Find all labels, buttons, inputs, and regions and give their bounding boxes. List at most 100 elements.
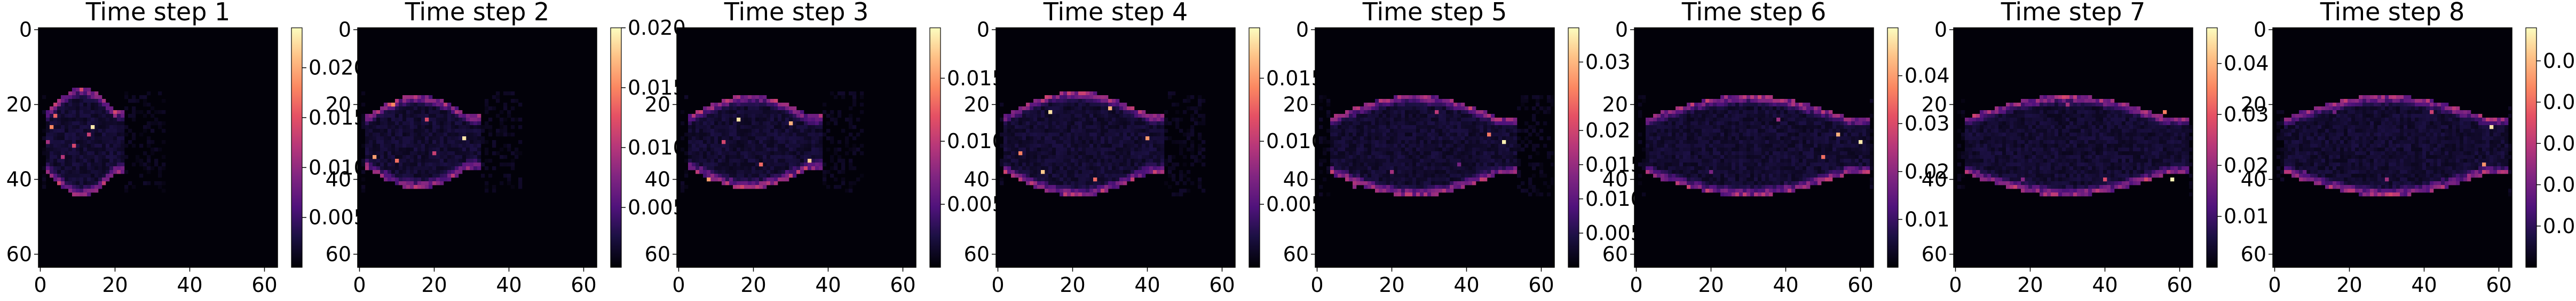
heatmap-cell — [1078, 95, 1082, 99]
heatmap-cell — [1672, 177, 1676, 182]
heatmap-cell — [1048, 103, 1053, 107]
heatmap-cell — [1082, 91, 1086, 96]
heatmap-cell — [1457, 133, 1461, 137]
heatmap-cell — [1078, 133, 1082, 137]
heatmap-cell — [1676, 129, 1680, 133]
heatmap-cell — [402, 140, 407, 144]
heatmap-cell — [1060, 103, 1064, 107]
heatmap-cell — [733, 155, 737, 159]
heatmap-cell — [856, 148, 860, 152]
heatmap-cell — [752, 121, 756, 126]
heatmap-cell — [740, 129, 745, 133]
heatmap-cell — [1011, 136, 1015, 141]
heatmap-cell — [1368, 103, 1372, 107]
heatmap-cell — [46, 118, 50, 122]
heatmap-cell — [1416, 125, 1420, 129]
heatmap-cell — [823, 163, 827, 167]
heatmap-cell — [837, 114, 842, 118]
heatmap-cell — [1506, 163, 1510, 167]
heatmap-cell — [384, 144, 388, 148]
heatmap-cell — [1368, 133, 1372, 137]
heatmap-cell — [1412, 106, 1417, 111]
heatmap-cell — [1364, 125, 1368, 129]
heatmap-cell — [429, 110, 433, 114]
heatmap-cell — [1498, 148, 1503, 152]
heatmap-cell — [1033, 185, 1038, 189]
heatmap-cell — [714, 114, 718, 118]
heatmap-cell — [1480, 159, 1484, 163]
heatmap-cell — [50, 110, 54, 114]
heatmap-cell — [68, 118, 73, 122]
heatmap-cell — [432, 125, 437, 129]
heatmap-cell — [1386, 189, 1390, 193]
heatmap-cell — [699, 136, 704, 141]
heatmap-cell — [61, 110, 65, 114]
heatmap-cell — [1420, 121, 1424, 126]
heatmap-cell — [1427, 159, 1432, 163]
heatmap-cell — [811, 118, 816, 122]
heatmap-cell — [1379, 174, 1383, 178]
heatmap-cell — [1033, 166, 1038, 171]
heatmap-cell — [755, 181, 760, 186]
heatmap-cell — [447, 133, 452, 137]
heatmap-cell — [391, 148, 396, 152]
heatmap-cell — [1397, 129, 1402, 133]
heatmap-cell — [65, 140, 69, 144]
heatmap-cell — [1694, 170, 1698, 174]
heatmap-cell — [1502, 133, 1506, 137]
heatmap-cell — [429, 136, 433, 141]
heatmap-cell — [50, 114, 54, 118]
heatmap-cell — [1379, 155, 1383, 159]
y-tick-label: 0 — [1296, 18, 1309, 42]
heatmap-cell — [87, 91, 91, 96]
heatmap-cell — [154, 121, 159, 126]
heatmap-cell — [444, 140, 448, 144]
heatmap-cell — [1368, 166, 1372, 171]
heatmap-cell — [1431, 177, 1435, 182]
heatmap-cell — [1653, 155, 1657, 159]
heatmap-cell — [778, 140, 782, 144]
heatmap-cell — [440, 181, 444, 186]
heatmap-cell — [1483, 129, 1488, 133]
heatmap-cell — [1683, 114, 1687, 118]
heatmap-cell — [1405, 189, 1409, 193]
heatmap-cell — [1131, 110, 1135, 114]
heatmap-cell — [76, 140, 80, 144]
heatmap-cell — [1112, 144, 1116, 148]
heatmap-cell — [106, 133, 110, 137]
heatmap-cell — [681, 148, 685, 152]
heatmap-cell — [1060, 174, 1064, 178]
heatmap-cell — [83, 99, 88, 103]
heatmap-cell — [1104, 174, 1109, 178]
heatmap-cell — [1420, 129, 1424, 133]
heatmap-cell — [1157, 159, 1161, 163]
heatmap-cell — [80, 192, 84, 197]
heatmap-cell — [1427, 170, 1432, 174]
heatmap-cell — [1360, 151, 1364, 156]
heatmap-cell — [744, 144, 748, 148]
heatmap-cell — [425, 136, 429, 141]
heatmap-cell — [1661, 129, 1665, 133]
heatmap-cell — [1543, 121, 1547, 126]
heatmap-cell — [42, 166, 46, 171]
heatmap-cell — [1483, 155, 1488, 159]
heatmap-cell — [57, 174, 61, 178]
heatmap-cell — [1033, 155, 1038, 159]
heatmap-cell — [722, 110, 726, 114]
heatmap-cell — [395, 133, 399, 137]
heatmap-cell — [1683, 125, 1687, 129]
heatmap-cell — [406, 140, 410, 144]
heatmap-cell — [718, 144, 722, 148]
heatmap-cell — [1409, 148, 1413, 152]
heatmap-cell — [1694, 114, 1698, 118]
heatmap-cell — [1394, 144, 1398, 148]
x-tick-label: 40 — [177, 273, 202, 297]
heatmap-cell — [1067, 103, 1071, 107]
heatmap-cell — [1379, 163, 1383, 167]
heatmap-cell — [380, 144, 384, 148]
heatmap-cell — [1646, 136, 1650, 141]
heatmap-cell — [369, 148, 373, 152]
heatmap-cell — [748, 121, 752, 126]
heatmap-cell — [849, 181, 853, 186]
heatmap-cell — [57, 170, 61, 174]
